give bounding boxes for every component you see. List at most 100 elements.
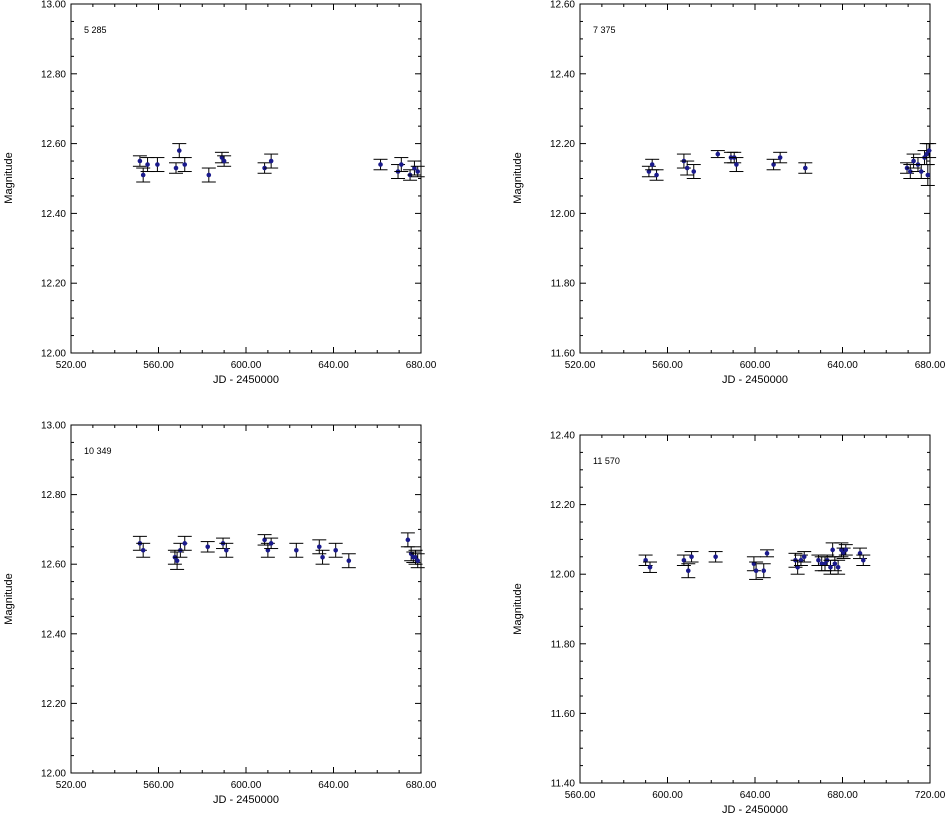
y-tick-label: 11.80 (551, 639, 576, 650)
panel-1: 12.00 12.20 12.40 12.60 12.80 13.00 520.00 560.… (3, 0, 437, 386)
data-point (643, 561, 657, 573)
data-point (906, 153, 921, 169)
data-point (729, 157, 744, 173)
data-point (217, 155, 232, 167)
point-marker (415, 558, 421, 564)
y-tick-label: 12.00 (41, 769, 66, 780)
y-tick-label: 12.40 (41, 629, 66, 640)
data-point (638, 554, 653, 566)
point-marker (378, 162, 383, 167)
y-tick-label: 13.00 (41, 421, 66, 432)
point-marker (140, 547, 146, 553)
y-tick-label: 12.20 (41, 279, 66, 290)
panel-label: 7 375 (593, 25, 616, 35)
point-marker (828, 564, 833, 570)
point-marker (316, 544, 322, 550)
point-marker (764, 551, 770, 556)
point-marker (268, 158, 274, 164)
point-marker (926, 148, 932, 153)
y-tick-label: 12.40 (41, 209, 66, 220)
data-point (686, 164, 701, 179)
data-point (708, 551, 723, 563)
panel-4: 11.40 11.60 11.80 12.00 12.20 12.40 560.00 600.… (512, 431, 945, 817)
y-tick-label: 11.40 (551, 779, 576, 790)
point-marker (822, 561, 828, 567)
data-point (257, 534, 272, 546)
y-tick-label: 12.00 (41, 349, 66, 360)
x-tick-label: 720.00 (915, 790, 945, 801)
y-axis-title: Magnitude (3, 152, 15, 203)
point-marker (685, 568, 691, 574)
point-marker (265, 547, 271, 553)
point-marker (715, 151, 721, 157)
y-tick-label: 12.60 (550, 0, 575, 11)
data-point (407, 160, 422, 176)
point-marker (795, 564, 800, 570)
data-point (260, 542, 275, 558)
x-tick-label: 640.00 (827, 360, 858, 371)
point-marker (832, 561, 838, 567)
data-point (831, 559, 846, 575)
x-tick-label: 680.00 (406, 360, 437, 371)
point-marker (346, 558, 352, 564)
x-tick-label: 640.00 (740, 790, 771, 801)
data-point (856, 554, 871, 566)
y-tick-label: 11.80 (551, 279, 576, 290)
point-marker (713, 554, 718, 560)
point-marker (684, 165, 690, 171)
x-tick-label: 520.00 (56, 360, 87, 371)
point-marker (816, 557, 821, 563)
point-marker (681, 557, 687, 563)
data-point (645, 158, 660, 171)
x-tick-label: 600.00 (740, 360, 771, 371)
data-point (150, 157, 165, 173)
data-point (836, 547, 851, 560)
data-point (136, 542, 151, 558)
data-point (341, 553, 356, 569)
point-marker (830, 547, 835, 553)
panel-label: 11 570 (593, 456, 620, 466)
data-point (919, 143, 934, 166)
data-point (400, 532, 415, 548)
point-marker (412, 165, 417, 171)
data-point (681, 563, 696, 579)
point-marker (908, 169, 913, 174)
point-marker (155, 162, 160, 167)
data-point (838, 544, 853, 556)
x-axis-title: JD - 2450000 (213, 794, 279, 806)
point-marker (182, 541, 188, 546)
data-point (264, 153, 279, 169)
point-marker (224, 547, 229, 553)
point-marker (405, 537, 411, 543)
y-tick-label: 12.80 (41, 69, 66, 80)
data-point (853, 547, 867, 560)
x-tick-label: 560.00 (565, 790, 596, 801)
x-tick-label: 600.00 (652, 790, 683, 801)
point-marker (734, 162, 739, 167)
data-point (200, 541, 215, 553)
x-axis-title: JD - 2450000 (722, 374, 788, 386)
point-marker (219, 155, 225, 160)
point-marker (751, 561, 757, 567)
plot-frame (70, 424, 422, 774)
data-point (315, 549, 330, 565)
data-point (410, 165, 425, 178)
data-point (920, 164, 935, 186)
data-point (684, 551, 699, 563)
point-marker (803, 165, 808, 171)
data-point (798, 162, 813, 174)
point-marker (761, 568, 767, 574)
point-marker (777, 155, 783, 160)
point-marker (839, 547, 844, 553)
y-axis-title: Magnitude (512, 152, 524, 203)
data-point (172, 143, 187, 159)
point-marker (415, 169, 421, 174)
point-marker (649, 162, 655, 167)
point-marker (691, 169, 697, 174)
panel-3: 12.00 12.20 12.40 12.60 12.80 13.00 520.00 560.… (3, 421, 437, 807)
point-marker (174, 558, 180, 564)
data-point (797, 551, 812, 563)
x-tick-label: 560.00 (143, 780, 174, 791)
x-tick-label: 520.00 (565, 360, 596, 371)
